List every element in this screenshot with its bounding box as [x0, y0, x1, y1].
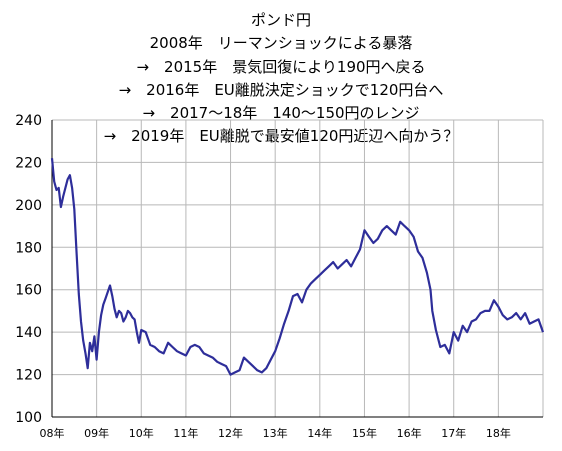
chart-title-line-4: → 2016年 EU離脱決定ショックで120円台へ: [118, 81, 444, 99]
grid-layer: [51, 119, 544, 418]
chart-title-line-2: 2008年 リーマンショックによる暴落: [149, 34, 413, 52]
x-tick-label: 18年: [486, 426, 511, 440]
chart-title-line-3: → 2015年 景気回復により190円へ戻る: [136, 58, 426, 76]
x-tick-label: 11年: [173, 426, 198, 440]
chart-title-line-1: ポンド円: [250, 11, 311, 29]
x-tick-label: 08年: [40, 426, 65, 440]
y-tick-label: 100: [15, 410, 42, 426]
y-tick-label: 200: [15, 198, 42, 214]
y-tick-label: 120: [15, 368, 42, 384]
series-layer: [50, 158, 545, 376]
x-tick-label: 12年: [218, 426, 243, 440]
x-tick-label: 09年: [84, 426, 109, 440]
x-tick-label: 13年: [263, 426, 288, 440]
chart-title-line-5: → 2017～18年 140～150円のレンジ: [142, 104, 420, 122]
x-tick-label: 15年: [352, 426, 377, 440]
y-tick-label: 180: [15, 240, 42, 256]
chart-title-line-6: → 2019年 EU離脱で最安値120円近辺へ向かう？: [103, 127, 459, 145]
y-tick-label: 240: [15, 113, 42, 129]
x-tick-label: 14年: [307, 426, 332, 440]
y-tick-label: 160: [15, 283, 42, 299]
x-tick-label: 10年: [129, 426, 154, 440]
y-tick-label: 140: [15, 325, 42, 341]
x-tick-label: 16年: [397, 426, 422, 440]
price-series-line: [50, 158, 545, 376]
x-tick-label: 17年: [441, 426, 466, 440]
y-tick-label: 220: [15, 155, 42, 171]
